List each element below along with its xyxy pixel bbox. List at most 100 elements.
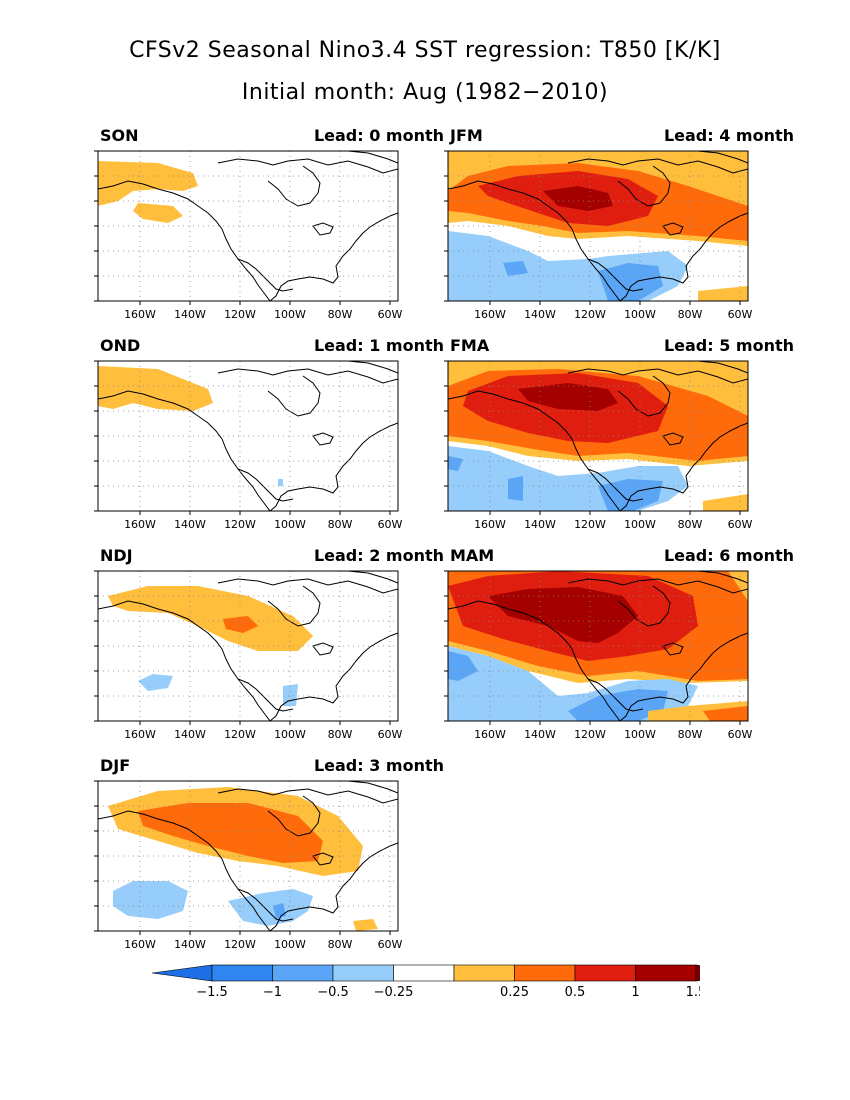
colorbar-segment xyxy=(514,964,576,982)
lon-tick-label: 80W xyxy=(678,518,703,531)
lon-tick-label: 140W xyxy=(524,518,556,531)
panel-season-label: DJF xyxy=(100,756,131,775)
panel-season-label: SON xyxy=(100,126,139,145)
coastline-layer xyxy=(98,571,398,721)
grid-lines xyxy=(448,151,748,301)
coastline xyxy=(347,361,398,374)
panel-fma: FMA Lead: 5 month 80N 70N 60N 50N 40N 30N 20N 1… xyxy=(442,336,802,546)
panel-lead-label: Lead: 4 month xyxy=(663,126,794,145)
figure-title: CFSv2 Seasonal Nino3.4 SST regression: T… xyxy=(129,38,721,63)
regression-shading xyxy=(98,161,198,206)
panel-djf: DJF Lead: 3 month 80N 70N 60N 50N 40N 30N 20N 1… xyxy=(92,756,452,966)
regression-shading xyxy=(138,674,173,691)
regression-shading xyxy=(508,476,523,501)
panel-ond: OND Lead: 1 month 80N 70N 60N 50N 40N 30N 20N 1… xyxy=(92,336,452,546)
panel-son: SON Lead: 0 month 80N 70N 60N 50N 40N 30N 20N 1… xyxy=(92,126,452,336)
lon-tick-label: 160W xyxy=(474,308,506,321)
lat-tick-label: 60N xyxy=(442,615,443,628)
coastline xyxy=(697,571,748,584)
lat-tick-label: 70N xyxy=(92,170,93,183)
lat-tick-label: 40N xyxy=(442,665,443,678)
lat-tick-label: 30N xyxy=(92,480,93,493)
coastline xyxy=(98,600,271,721)
panel-lead-label: Lead: 2 month xyxy=(313,546,444,565)
panel-lead-label: Lead: 5 month xyxy=(663,336,794,355)
lat-tick-label: 40N xyxy=(92,665,93,678)
coastline xyxy=(267,585,321,627)
lon-tick-label: 120W xyxy=(224,308,256,321)
map-area: 80N 70N 60N 50N 40N 30N 20N 160W 140W 120W 100W 80W… xyxy=(442,146,753,321)
regression-shading xyxy=(113,881,188,919)
coastline xyxy=(697,361,748,374)
lon-tick-label: 80W xyxy=(328,308,353,321)
lat-tick-label: 70N xyxy=(92,590,93,603)
panel-season-label: JFM xyxy=(450,126,483,145)
lon-tick-label: 120W xyxy=(574,518,606,531)
lat-tick-label: 80N xyxy=(442,566,443,578)
regression-shading xyxy=(503,261,528,276)
map-area: 80N 70N 60N 50N 40N 30N 20N 160W 140W 120W 100W 80W… xyxy=(92,146,403,321)
lat-tick-label: 20N xyxy=(442,715,443,728)
colorbar-arrow-high xyxy=(695,964,700,982)
coastline xyxy=(347,571,398,584)
lat-tick-label: 80N xyxy=(442,146,443,158)
lat-tick-label: 60N xyxy=(92,615,93,628)
great-lakes xyxy=(312,222,334,236)
map-area: 80N 70N 60N 50N 40N 30N 20N 160W 140W 120W 100W 80W… xyxy=(92,356,403,531)
lat-tick-label: 40N xyxy=(92,245,93,258)
regression-shading xyxy=(543,186,613,211)
lat-tick-label: 30N xyxy=(92,690,93,703)
colorbar-segment xyxy=(393,964,455,982)
lat-tick-label: 80N xyxy=(92,776,93,788)
lat-tick-label: 60N xyxy=(442,405,443,418)
great-lakes xyxy=(312,432,334,446)
lon-tick-label: 140W xyxy=(174,728,206,741)
lat-tick-label: 60N xyxy=(442,195,443,208)
lat-tick-label: 20N xyxy=(92,295,93,308)
panel-season-label: OND xyxy=(100,336,141,355)
coastline xyxy=(267,375,321,417)
lat-tick-label: 70N xyxy=(442,170,443,183)
grid-lines xyxy=(98,361,398,511)
panel-jfm: JFM Lead: 4 month 80N 70N 60N 50N 40N 30N 20N 1… xyxy=(442,126,802,336)
lon-tick-label: 60W xyxy=(728,308,753,321)
coastline xyxy=(217,788,398,804)
map-plot: 80N 70N 60N 50N 40N 30N 20N 160W 140W 120W 100W 80W… xyxy=(442,566,753,741)
lon-tick-label: 100W xyxy=(274,938,306,951)
regression-shading xyxy=(223,616,258,633)
lat-tick-label: 30N xyxy=(442,480,443,493)
lon-tick-label: 140W xyxy=(174,938,206,951)
panel-mam: MAM Lead: 6 month 80N 70N 60N 50N 40N 30N 20N 1… xyxy=(442,546,802,756)
panel-lead-label: Lead: 1 month xyxy=(313,336,444,355)
coastline xyxy=(269,842,398,931)
grid-lines xyxy=(98,571,398,721)
lon-tick-label: 80W xyxy=(328,518,353,531)
coastline xyxy=(269,632,398,721)
colorbar-label: −0.5 xyxy=(317,985,349,1000)
lon-tick-label: 160W xyxy=(124,518,156,531)
lon-tick-label: 120W xyxy=(574,728,606,741)
shading-layer xyxy=(448,361,748,511)
coastline xyxy=(619,212,748,301)
coastline xyxy=(217,578,398,594)
lon-tick-label: 100W xyxy=(274,728,306,741)
regression-shading xyxy=(703,494,748,511)
shading-layer xyxy=(98,366,283,486)
coastline xyxy=(217,158,398,174)
colorbar-segment xyxy=(635,964,697,982)
lat-tick-label: 20N xyxy=(92,715,93,728)
shading-layer xyxy=(98,161,198,223)
colorbar-segment xyxy=(211,964,273,982)
regression-shading xyxy=(98,366,213,411)
panel-lead-label: Lead: 0 month xyxy=(313,126,444,145)
panel-lead-label: Lead: 6 month xyxy=(663,546,794,565)
figure-subtitle: Initial month: Aug (1982−2010) xyxy=(241,80,609,105)
lat-tick-label: 50N xyxy=(442,640,443,653)
coastline xyxy=(567,578,748,594)
coastline xyxy=(237,678,294,712)
colorbar-label: −1 xyxy=(263,985,282,1000)
lat-tick-label: 70N xyxy=(442,380,443,393)
coastline xyxy=(697,151,748,164)
great-lakes xyxy=(312,642,334,656)
coastline xyxy=(217,368,398,384)
